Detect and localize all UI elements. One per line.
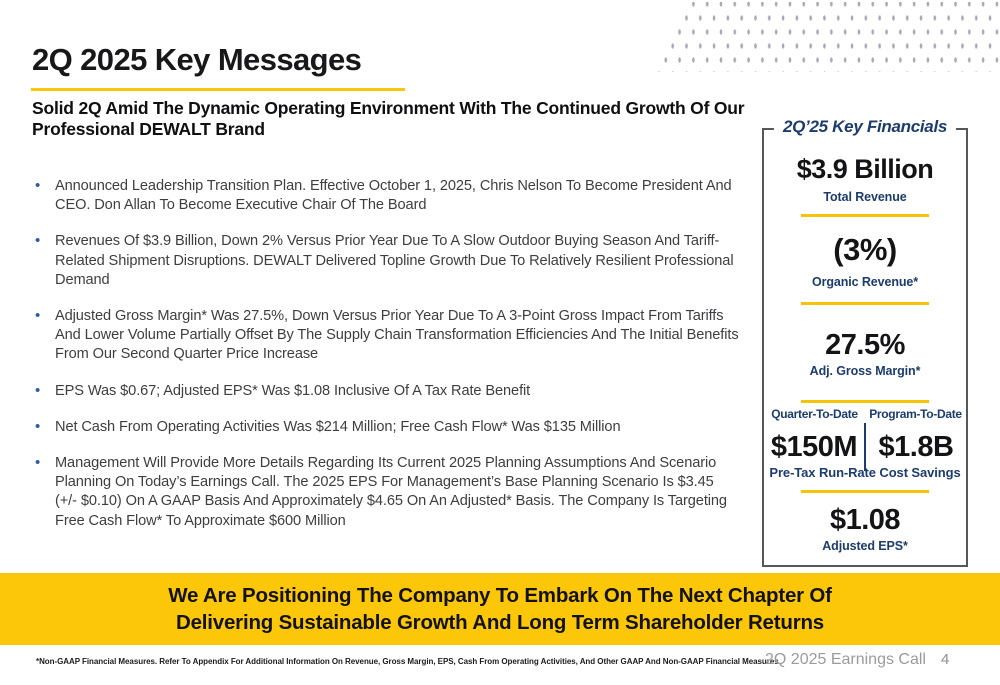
dot-pattern-decoration bbox=[652, 2, 1000, 72]
organic-revenue-value: (3%) bbox=[833, 232, 897, 267]
bottom-banner: We Are Positioning The Company To Embark… bbox=[0, 573, 1000, 645]
cost-savings-label: Pre-Tax Run-Rate Cost Savings bbox=[769, 465, 961, 480]
total-revenue-value: $3.9 Billion bbox=[796, 154, 934, 184]
bullet-planning-outlook: Management Will Provide More Details Reg… bbox=[33, 453, 739, 531]
bullet-gross-margin: Adjusted Gross Margin* Was 27.5%, Down V… bbox=[33, 306, 739, 365]
cost-savings-values: $150M $1.8B bbox=[764, 423, 966, 471]
bullet-leadership-transition: Announced Leadership Transition Plan. Ef… bbox=[33, 176, 739, 215]
bullet-cash-flow: Net Cash From Operating Activities Was $… bbox=[33, 417, 739, 437]
divider bbox=[801, 302, 929, 305]
page-title: 2Q 2025 Key Messages bbox=[32, 42, 362, 77]
quarter-to-date-value: $150M bbox=[770, 430, 858, 463]
key-messages-list: Announced Leadership Transition Plan. Ef… bbox=[33, 176, 739, 548]
program-to-date-value: $1.8B bbox=[878, 430, 954, 463]
non-gaap-footnote: *Non-GAAP Financial Measures. Refer To A… bbox=[36, 657, 779, 666]
vertical-divider bbox=[864, 423, 866, 471]
key-financials-title: 2Q’25 Key Financials bbox=[773, 117, 957, 137]
cost-savings-period-labels: Quarter-To-Date Program-To-Date bbox=[764, 407, 966, 421]
adjusted-eps-label: Adjusted EPS* bbox=[822, 539, 908, 553]
total-revenue-label: Total Revenue bbox=[823, 190, 907, 204]
bullet-revenues: Revenues Of $3.9 Billion, Down 2% Versus… bbox=[33, 231, 739, 290]
divider bbox=[801, 490, 929, 493]
divider bbox=[801, 400, 929, 403]
page-number: 4 bbox=[941, 651, 950, 668]
bullet-eps: EPS Was $0.67; Adjusted EPS* Was $1.08 I… bbox=[33, 381, 739, 401]
gross-margin-label: Adj. Gross Margin* bbox=[809, 364, 921, 378]
program-to-date-label: Program-To-Date bbox=[869, 407, 962, 421]
divider bbox=[801, 214, 929, 217]
banner-text: We Are Positioning The Company To Embark… bbox=[168, 584, 832, 634]
slide-subtitle: Solid 2Q Amid The Dynamic Operating Envi… bbox=[32, 98, 745, 139]
gross-margin-value: 27.5% bbox=[825, 329, 905, 361]
title-underline bbox=[31, 88, 405, 91]
adjusted-eps-value: $1.08 bbox=[829, 504, 901, 536]
quarter-to-date-label: Quarter-To-Date bbox=[771, 407, 858, 421]
footer-presentation-label: 2Q 2025 Earnings Call bbox=[765, 651, 926, 668]
key-financials-panel: 2Q’25 Key Financials $3.9 Billion Total … bbox=[762, 117, 968, 567]
organic-revenue-label: Organic Revenue* bbox=[811, 275, 919, 289]
